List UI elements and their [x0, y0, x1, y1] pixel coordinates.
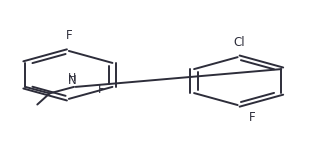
- Text: F: F: [66, 29, 72, 42]
- Text: Cl: Cl: [233, 36, 245, 49]
- Text: N: N: [68, 74, 77, 87]
- Text: F: F: [98, 83, 104, 96]
- Text: F: F: [249, 111, 256, 124]
- Text: H: H: [68, 73, 77, 83]
